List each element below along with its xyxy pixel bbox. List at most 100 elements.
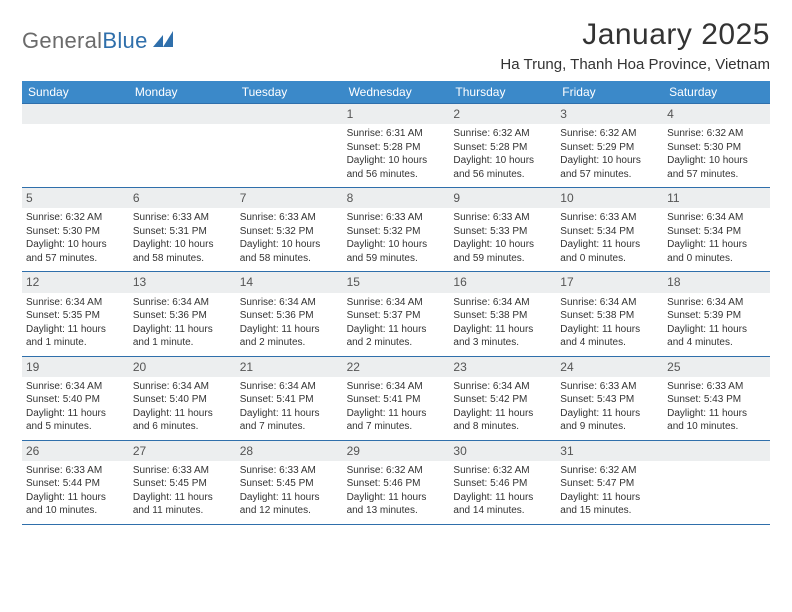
sunset-line: Sunset: 5:30 PM	[26, 225, 125, 239]
day-info: Sunrise: 6:33 AMSunset: 5:34 PMDaylight:…	[560, 211, 659, 265]
sunrise-line: Sunrise: 6:33 AM	[133, 211, 232, 225]
daylight-line: Daylight: 11 hours and 1 minute.	[133, 323, 232, 350]
sunrise-line: Sunrise: 6:34 AM	[133, 380, 232, 394]
day-cell: 24Sunrise: 6:33 AMSunset: 5:43 PMDayligh…	[556, 357, 663, 440]
day-number: 3	[556, 104, 663, 124]
sunset-line: Sunset: 5:28 PM	[347, 141, 446, 155]
sunrise-line: Sunrise: 6:34 AM	[667, 296, 766, 310]
month-title: January 2025	[500, 18, 770, 52]
day-cell: 2Sunrise: 6:32 AMSunset: 5:28 PMDaylight…	[449, 104, 556, 187]
day-cell	[129, 104, 236, 187]
day-info: Sunrise: 6:33 AMSunset: 5:33 PMDaylight:…	[453, 211, 552, 265]
day-info: Sunrise: 6:34 AMSunset: 5:39 PMDaylight:…	[667, 296, 766, 350]
sunrise-line: Sunrise: 6:33 AM	[347, 211, 446, 225]
week-row: 26Sunrise: 6:33 AMSunset: 5:44 PMDayligh…	[22, 440, 770, 525]
daylight-line: Daylight: 11 hours and 4 minutes.	[560, 323, 659, 350]
daylight-line: Daylight: 11 hours and 13 minutes.	[347, 491, 446, 518]
daylight-line: Daylight: 10 hours and 57 minutes.	[560, 154, 659, 181]
day-cell: 29Sunrise: 6:32 AMSunset: 5:46 PMDayligh…	[343, 441, 450, 524]
day-number: 19	[22, 357, 129, 377]
day-number: 25	[663, 357, 770, 377]
sunset-line: Sunset: 5:31 PM	[133, 225, 232, 239]
sunrise-line: Sunrise: 6:32 AM	[347, 464, 446, 478]
logo-word-1: General	[22, 28, 102, 53]
daylight-line: Daylight: 10 hours and 58 minutes.	[133, 238, 232, 265]
weekday-sunday: Sunday	[22, 81, 129, 103]
daylight-line: Daylight: 10 hours and 57 minutes.	[667, 154, 766, 181]
day-cell: 16Sunrise: 6:34 AMSunset: 5:38 PMDayligh…	[449, 272, 556, 355]
day-info: Sunrise: 6:32 AMSunset: 5:46 PMDaylight:…	[453, 464, 552, 518]
day-info: Sunrise: 6:32 AMSunset: 5:47 PMDaylight:…	[560, 464, 659, 518]
week-row: 12Sunrise: 6:34 AMSunset: 5:35 PMDayligh…	[22, 271, 770, 355]
weekday-monday: Monday	[129, 81, 236, 103]
sunrise-line: Sunrise: 6:34 AM	[560, 296, 659, 310]
sunset-line: Sunset: 5:28 PM	[453, 141, 552, 155]
sunset-line: Sunset: 5:34 PM	[667, 225, 766, 239]
day-number: 18	[663, 272, 770, 292]
sunrise-line: Sunrise: 6:34 AM	[347, 296, 446, 310]
daylight-line: Daylight: 11 hours and 6 minutes.	[133, 407, 232, 434]
sunrise-line: Sunrise: 6:33 AM	[560, 380, 659, 394]
day-cell: 23Sunrise: 6:34 AMSunset: 5:42 PMDayligh…	[449, 357, 556, 440]
sunset-line: Sunset: 5:44 PM	[26, 477, 125, 491]
weekday-tuesday: Tuesday	[236, 81, 343, 103]
sunset-line: Sunset: 5:39 PM	[667, 309, 766, 323]
day-number: 28	[236, 441, 343, 461]
day-number: 13	[129, 272, 236, 292]
sunset-line: Sunset: 5:32 PM	[347, 225, 446, 239]
day-info: Sunrise: 6:33 AMSunset: 5:32 PMDaylight:…	[240, 211, 339, 265]
day-number: 6	[129, 188, 236, 208]
day-number: 31	[556, 441, 663, 461]
day-cell: 5Sunrise: 6:32 AMSunset: 5:30 PMDaylight…	[22, 188, 129, 271]
daylight-line: Daylight: 11 hours and 9 minutes.	[560, 407, 659, 434]
sunrise-line: Sunrise: 6:33 AM	[240, 464, 339, 478]
day-number: 7	[236, 188, 343, 208]
day-number	[236, 104, 343, 124]
day-cell: 31 Sunrise: 6:32 AMSunset: 5:47 PMDayligh…	[556, 441, 663, 524]
sunset-line: Sunset: 5:46 PM	[453, 477, 552, 491]
sunrise-line: Sunrise: 6:33 AM	[560, 211, 659, 225]
sunrise-line: Sunrise: 6:33 AM	[667, 380, 766, 394]
sunset-line: Sunset: 5:45 PM	[133, 477, 232, 491]
day-cell: 30Sunrise: 6:32 AMSunset: 5:46 PMDayligh…	[449, 441, 556, 524]
day-number: 24	[556, 357, 663, 377]
day-number: 1	[343, 104, 450, 124]
day-info: Sunrise: 6:32 AMSunset: 5:30 PMDaylight:…	[667, 127, 766, 181]
day-cell: 4Sunrise: 6:32 AMSunset: 5:30 PMDaylight…	[663, 104, 770, 187]
day-cell: 15Sunrise: 6:34 AMSunset: 5:37 PMDayligh…	[343, 272, 450, 355]
day-cell: 11Sunrise: 6:34 AMSunset: 5:34 PMDayligh…	[663, 188, 770, 271]
day-info: Sunrise: 6:34 AMSunset: 5:36 PMDaylight:…	[240, 296, 339, 350]
daylight-line: Daylight: 10 hours and 59 minutes.	[347, 238, 446, 265]
sunrise-line: Sunrise: 6:33 AM	[453, 211, 552, 225]
day-info: Sunrise: 6:33 AMSunset: 5:43 PMDaylight:…	[667, 380, 766, 434]
sunrise-line: Sunrise: 6:34 AM	[667, 211, 766, 225]
day-number: 15	[343, 272, 450, 292]
daylight-line: Daylight: 11 hours and 7 minutes.	[240, 407, 339, 434]
logo-mark-icon	[153, 31, 175, 52]
day-info: Sunrise: 6:34 AMSunset: 5:42 PMDaylight:…	[453, 380, 552, 434]
day-cell: 14Sunrise: 6:34 AMSunset: 5:36 PMDayligh…	[236, 272, 343, 355]
sunset-line: Sunset: 5:30 PM	[667, 141, 766, 155]
sunset-line: Sunset: 5:32 PM	[240, 225, 339, 239]
day-number: 20	[129, 357, 236, 377]
sunset-line: Sunset: 5:36 PM	[240, 309, 339, 323]
calendar: Sunday Monday Tuesday Wednesday Thursday…	[22, 81, 770, 525]
day-number: 9	[449, 188, 556, 208]
daylight-line: Daylight: 11 hours and 0 minutes.	[560, 238, 659, 265]
day-cell: 19Sunrise: 6:34 AMSunset: 5:40 PMDayligh…	[22, 357, 129, 440]
week-row: 5Sunrise: 6:32 AMSunset: 5:30 PMDaylight…	[22, 187, 770, 271]
weekday-saturday: Saturday	[663, 81, 770, 103]
sunrise-line: Sunrise: 6:34 AM	[453, 296, 552, 310]
sunset-line: Sunset: 5:38 PM	[453, 309, 552, 323]
title-block: January 2025 Ha Trung, Thanh Hoa Provinc…	[500, 18, 770, 73]
weekday-thursday: Thursday	[449, 81, 556, 103]
day-info: Sunrise: 6:32 AMSunset: 5:29 PMDaylight:…	[560, 127, 659, 181]
sunset-line: Sunset: 5:34 PM	[560, 225, 659, 239]
day-cell: 6 Sunrise: 6:33 AMSunset: 5:31 PMDaylight…	[129, 188, 236, 271]
day-info: Sunrise: 6:33 AMSunset: 5:45 PMDaylight:…	[240, 464, 339, 518]
day-info: Sunrise: 6:34 AMSunset: 5:36 PMDaylight:…	[133, 296, 232, 350]
calendar-page: GeneralBlue January 2025 Ha Trung, Thanh…	[0, 0, 792, 539]
day-number: 27	[129, 441, 236, 461]
sunrise-line: Sunrise: 6:33 AM	[26, 464, 125, 478]
sunset-line: Sunset: 5:47 PM	[560, 477, 659, 491]
